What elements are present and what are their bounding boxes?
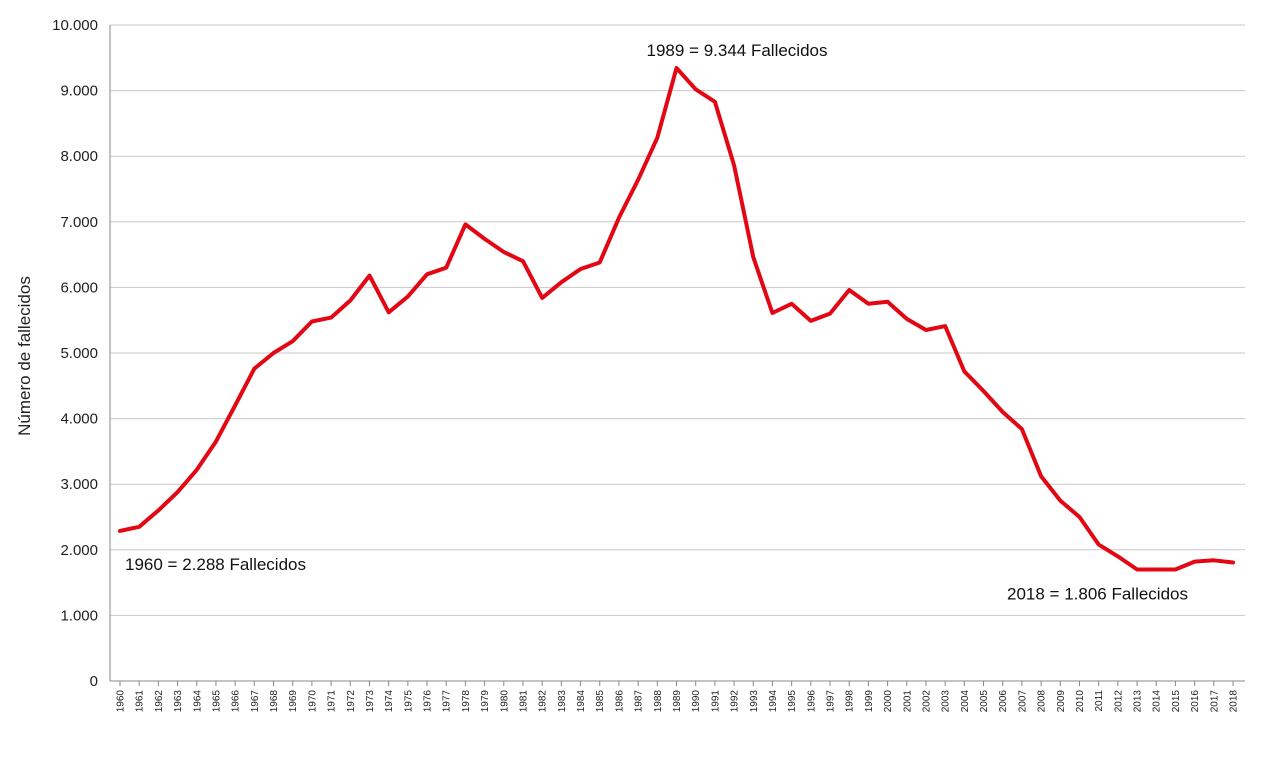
- x-tick-label: 2006: [998, 690, 1009, 713]
- x-tick-label: 1994: [768, 690, 779, 713]
- x-tick-label: 1978: [461, 690, 472, 713]
- x-tick-label: 1966: [231, 690, 242, 713]
- x-tick-label: 1960: [116, 690, 127, 713]
- x-tick-label: 2007: [1017, 690, 1028, 713]
- x-tick-label: 1993: [749, 690, 760, 713]
- y-tick-label: 4.000: [60, 411, 98, 428]
- x-tick-label: 1964: [192, 690, 203, 713]
- x-tick-label: 1987: [634, 690, 645, 713]
- x-tick-label: 1971: [327, 690, 338, 713]
- annotation-label: 1989 = 9.344 Fallecidos: [647, 41, 828, 60]
- x-tick-label: 2008: [1037, 690, 1048, 713]
- x-tick-label: 1995: [787, 690, 798, 713]
- x-tick-label: 1999: [864, 690, 875, 713]
- axes: [109, 25, 1245, 686]
- x-tick-label: 1983: [557, 690, 568, 713]
- x-tick-label: 2009: [1056, 690, 1067, 713]
- y-axis-title: Número de fallecidos: [15, 276, 34, 436]
- series: [118, 66, 1235, 572]
- series-line: [118, 66, 1235, 572]
- x-tick-label: 2003: [941, 690, 952, 713]
- x-tick-label: 1985: [595, 690, 606, 713]
- x-tick-label: 1989: [672, 690, 683, 713]
- annotations: 1989 = 9.344 Fallecidos 1960 = 2.288 Fall…: [125, 41, 1188, 603]
- y-tick-label: 5.000: [60, 345, 98, 362]
- x-tick-label: 1974: [384, 690, 395, 713]
- x-tick-label: 1980: [499, 690, 510, 713]
- x-tick-label: 1967: [250, 690, 261, 713]
- x-tick-label: 1970: [307, 690, 318, 713]
- x-tick-label: 2017: [1209, 690, 1220, 713]
- x-tick-label: 2011: [1094, 690, 1105, 712]
- x-tick-label: 1990: [691, 690, 702, 713]
- x-tick-label: 1986: [614, 690, 625, 713]
- annotation-label: 1960 = 2.288 Fallecidos: [125, 555, 306, 574]
- x-tick-label: 2016: [1190, 690, 1201, 713]
- x-tick-label: 1968: [269, 690, 280, 713]
- x-tick-label: 1997: [826, 690, 837, 713]
- y-tick-label: 0: [90, 673, 98, 690]
- x-tick-label: 1979: [480, 690, 491, 713]
- x-tick-label: 1962: [154, 690, 165, 713]
- x-tick-label: 1965: [211, 690, 222, 713]
- y-tick-labels: 0 1.000 2.000 3.000 4.000 5.000 6.000 7.000 8.00…: [52, 17, 98, 690]
- x-tick-labels: 1960 1961 1962 1963 1964 1965 1966 1967 1968 1969…: [116, 690, 1240, 713]
- x-tick-label: 1992: [730, 690, 741, 713]
- x-tick-label: 1991: [710, 690, 721, 713]
- y-tick-label: 3.000: [60, 476, 98, 493]
- y-tick-label: 6.000: [60, 279, 98, 296]
- x-tick-label: 2005: [979, 690, 990, 713]
- x-tick-label: 2010: [1075, 690, 1086, 713]
- x-tick-label: 2000: [883, 690, 894, 713]
- y-tick-label: 10.000: [52, 17, 98, 34]
- x-tick-label: 1973: [365, 690, 376, 713]
- x-tick-label: 1963: [173, 690, 184, 713]
- y-tick-label: 7.000: [60, 214, 98, 231]
- x-tick-label: 2015: [1171, 690, 1182, 713]
- x-tick-label: 1972: [346, 690, 357, 713]
- x-tick-label: 1976: [423, 690, 434, 713]
- y-tick-label: 9.000: [60, 83, 98, 100]
- x-tick-label: 1998: [845, 690, 856, 713]
- x-tick-label: 1984: [576, 690, 587, 713]
- x-tick-label: 1975: [403, 690, 414, 713]
- x-tick-label: 2004: [960, 690, 971, 713]
- x-tick-label: 2018: [1229, 690, 1240, 713]
- x-tick-label: 1977: [442, 690, 453, 713]
- x-tick-label: 2013: [1133, 690, 1144, 713]
- y-tick-label: 8.000: [60, 148, 98, 165]
- x-tick-label: 1988: [653, 690, 664, 713]
- x-tick-label: 2012: [1113, 690, 1124, 713]
- x-tick-label: 1996: [806, 690, 817, 713]
- x-tick-label: 1961: [135, 690, 146, 713]
- y-tick-label: 1.000: [60, 607, 98, 624]
- x-tick-label: 2014: [1152, 690, 1163, 713]
- x-tick-label: 1982: [538, 690, 549, 713]
- x-tick-label: 2002: [921, 690, 932, 713]
- x-tick-label: 1969: [288, 690, 299, 713]
- annotation-label: 2018 = 1.806 Fallecidos: [1007, 585, 1188, 604]
- gridlines: [110, 24, 1245, 616]
- x-tick-label: 1981: [518, 690, 529, 713]
- y-tick-label: 2.000: [60, 542, 98, 559]
- x-tick-label: 2001: [902, 690, 913, 713]
